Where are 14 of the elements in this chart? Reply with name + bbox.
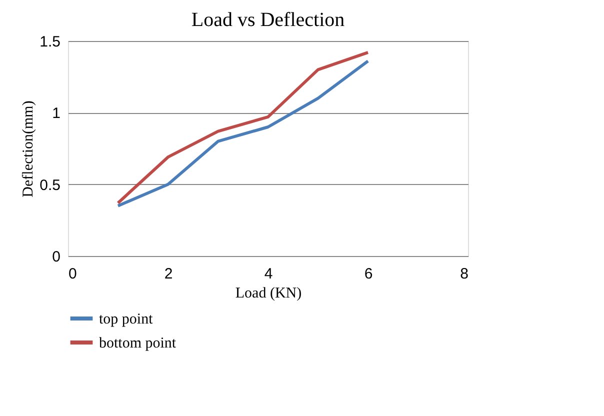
y-tick-label: 1: [52, 105, 60, 122]
x-axis-title: Load (KN): [235, 286, 302, 302]
x-tick-label: 8: [460, 266, 468, 282]
y-axis-title: Deflection(mm): [20, 100, 37, 198]
y-tick-label: 0: [52, 248, 60, 266]
x-tick-label: 2: [164, 266, 173, 282]
y-tick-label: 1.5: [40, 34, 60, 50]
legend-label: bottom point: [99, 336, 177, 352]
x-tick-label: 6: [364, 266, 373, 282]
y-tick-label: 0.5: [40, 176, 60, 194]
legend-label: top point: [99, 312, 154, 328]
x-tick-label: 4: [264, 266, 273, 282]
x-tick-label: 0: [68, 266, 77, 282]
chart-title: Load vs Deflection: [191, 9, 345, 31]
